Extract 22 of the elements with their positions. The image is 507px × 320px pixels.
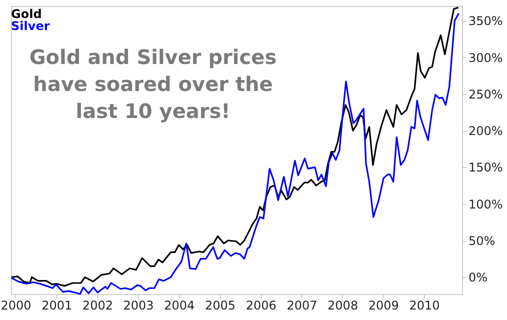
y-tick-label: 250% (468, 87, 503, 102)
x-tick-label: 2001 (42, 298, 72, 312)
x-tick-label: 2005 (204, 298, 236, 312)
y-tick-label: 300% (468, 50, 503, 65)
y-tick-label: 100% (468, 197, 503, 212)
x-tick-label: 2007 (286, 298, 318, 312)
text: Gold (11, 7, 42, 21)
x-tick-label: 2006 (246, 298, 276, 312)
y-tick-label: 0% (468, 270, 488, 285)
x-tick-label: 2004 (164, 298, 195, 312)
y-tick-label: 50% (468, 234, 496, 248)
x-tick-label: 2002 (82, 298, 113, 312)
text: Silver (11, 19, 50, 33)
y-tick-label: 350% (468, 14, 503, 28)
x-tick-label: 2003 (123, 298, 154, 312)
annotation: Gold and Silver prices have soared over the last 10 years! (29, 45, 277, 123)
x-tick-label: 2000 (0, 298, 32, 312)
x-tick-label: 2009 (368, 298, 399, 312)
x-tick-label: 2010 (409, 298, 440, 312)
y-tick-label: 150% (468, 160, 503, 175)
x-tick-label: 2008 (328, 298, 358, 312)
y-tick-label: 200% (468, 124, 503, 138)
